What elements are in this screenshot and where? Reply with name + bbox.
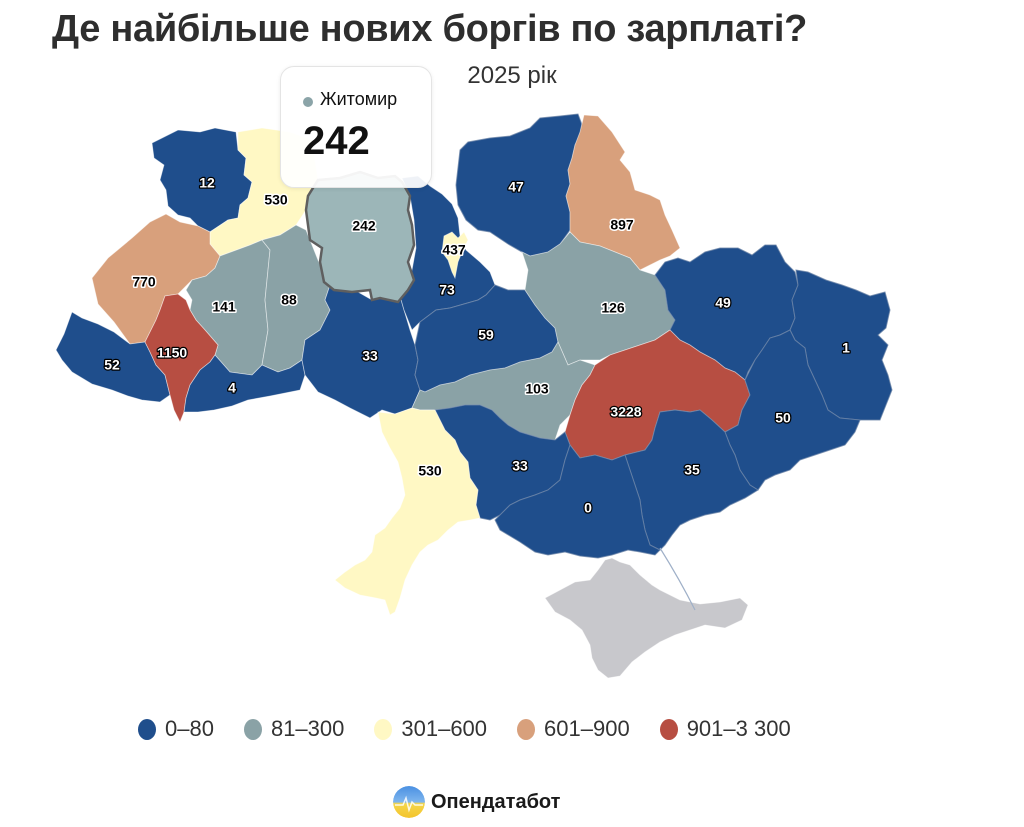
region-zakarpattia[interactable]: 52: [55, 311, 171, 403]
region-poltava-value: 126: [601, 300, 625, 316]
legend-item-301-600[interactable]: 301–600: [374, 716, 487, 742]
region-kyiv-city[interactable]: 437: [441, 231, 469, 280]
region-mykolaiv-value: 33: [512, 458, 528, 474]
region-odesa-value: 530: [418, 463, 442, 479]
legend-label: 601–900: [544, 716, 630, 741]
brand-name: Опендатабот: [431, 790, 561, 813]
legend-swatch-icon: [659, 718, 678, 740]
region-ternopil-value: 141: [212, 299, 236, 315]
region-chernivtsi-value: 4: [228, 380, 236, 396]
region-luhansk-value: 1: [842, 340, 850, 356]
region-sumy-value: 897: [610, 217, 634, 233]
region-sumy[interactable]: 897: [565, 114, 681, 271]
legend-swatch-icon: [374, 718, 393, 740]
region-crimea: [544, 557, 749, 679]
region-kirovohrad-value: 103: [525, 381, 549, 397]
region-kharkiv[interactable]: 49: [654, 244, 799, 381]
region-donetsk-value: 50: [775, 410, 791, 426]
region-zakarpattia-value: 52: [104, 357, 120, 373]
region-khmelnytskyi-value: 88: [281, 292, 297, 308]
region-zhytomyr[interactable]: 242: [304, 170, 416, 304]
region-chernivtsi[interactable]: 4: [183, 354, 306, 413]
region-ivano-frankivsk[interactable]: 1150: [144, 293, 219, 423]
arabat-spit-line: [659, 547, 696, 611]
legend-label: 81–300: [270, 716, 345, 741]
region-zaporizhzhia-value: 35: [684, 462, 700, 478]
legend-swatch-icon: [138, 718, 156, 740]
tooltip-region-name: Житомир: [320, 89, 398, 109]
region-chernihiv[interactable]: 47: [455, 113, 585, 257]
legend-item-0-80[interactable]: 0–80: [138, 716, 214, 742]
legend-item-601-900[interactable]: 601–900: [517, 716, 630, 742]
legend-item-81-300[interactable]: 81–300: [243, 716, 345, 742]
ukraine-map: 12 530 770 141 88 52 1150 4 33 73: [55, 113, 893, 679]
region-kyiv-oblast-value: 73: [439, 282, 455, 298]
opendatabot-logo-icon: [393, 786, 425, 818]
tooltip-value: 242: [303, 119, 370, 163]
region-kyiv-city-value: 437: [442, 242, 466, 258]
region-ivano-frankivsk-value: 1150: [157, 345, 188, 361]
region-odesa[interactable]: 530: [334, 407, 481, 616]
brand-footer: Опендатабот: [393, 786, 560, 818]
region-volyn-value: 12: [199, 175, 215, 191]
region-kirovohrad[interactable]: 103: [411, 341, 596, 441]
region-cherkasy-value: 59: [478, 327, 494, 343]
legend-swatch-icon: [517, 718, 536, 740]
region-dnipropetrovsk-value: 3228: [610, 404, 641, 420]
region-lviv-value: 770: [132, 274, 156, 290]
chart-title: Де найбільше нових боргів по зарплаті?: [52, 8, 808, 50]
region-kherson-value: 0: [584, 500, 592, 516]
region-tooltip: Житомир 242: [280, 66, 432, 188]
legend-label: 301–600: [401, 716, 488, 741]
region-kharkiv-value: 49: [715, 295, 731, 311]
region-volyn[interactable]: 12: [151, 127, 253, 233]
region-rivne-value: 530: [264, 192, 288, 208]
region-zaporizhzhia[interactable]: 35: [624, 409, 759, 551]
legend-label: 901–3 300: [686, 716, 791, 741]
legend-swatch-icon: [243, 718, 262, 740]
region-kherson[interactable]: 0: [494, 443, 661, 559]
region-poltava[interactable]: 126: [521, 231, 676, 366]
legend: 0–80 81–300 301–600 601–900 901–3 300: [138, 716, 821, 742]
region-lviv[interactable]: 770: [91, 213, 221, 345]
region-vinnytsia-value: 33: [362, 348, 378, 364]
region-chernihiv-value: 47: [508, 179, 524, 195]
legend-label: 0–80: [165, 716, 214, 741]
tooltip-color-dot: [303, 97, 313, 107]
legend-item-901-3300[interactable]: 901–3 300: [659, 716, 791, 742]
chart-subtitle: 2025 рік: [467, 62, 557, 89]
region-zhytomyr-value: 242: [352, 218, 376, 234]
region-vinnytsia[interactable]: 33: [301, 284, 421, 419]
